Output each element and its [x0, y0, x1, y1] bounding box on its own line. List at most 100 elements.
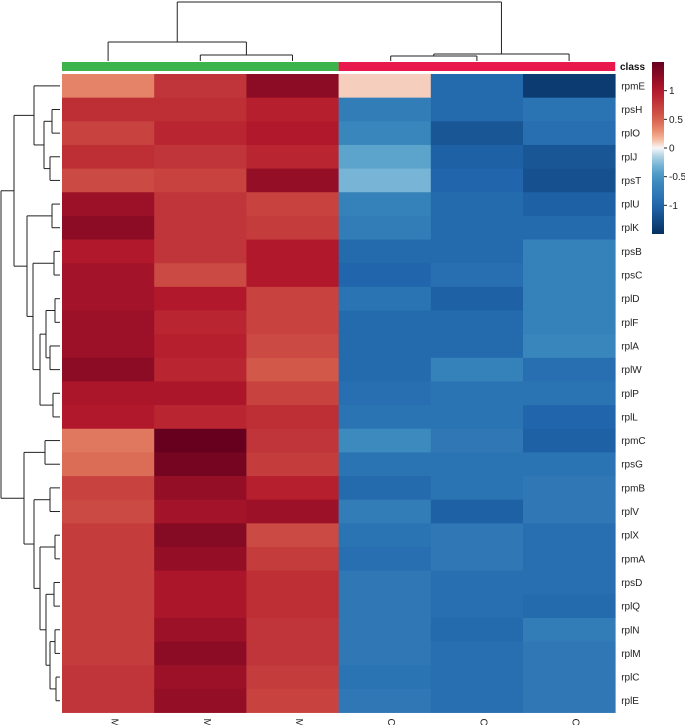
heatmap-cell [338, 215, 432, 240]
heatmap-cell [62, 144, 155, 169]
heatmap-cell [430, 381, 524, 406]
heatmap-cell [430, 499, 524, 524]
heatmap-cell [338, 665, 432, 690]
heatmap-cell [523, 121, 616, 146]
heatmap-cell [338, 263, 432, 288]
row-labels: rpmE rpsH rplO rplJ rpsT rplU rplK rpsB rpsC rplD… [621, 81, 645, 707]
heatmap-cell [430, 144, 524, 169]
heatmap-cell [338, 688, 432, 713]
heatmap-cell [338, 97, 432, 122]
heatmap-cell [430, 357, 524, 382]
heatmap-cell [62, 239, 155, 264]
row-label: rplC [621, 673, 639, 684]
row-label: rplV [621, 507, 639, 518]
heatmap-cell [154, 499, 247, 524]
heatmap-cell [430, 239, 524, 264]
colorbar-tick-label: 0.5 [669, 115, 683, 126]
row-dendrogram [0, 85, 60, 702]
row-label: rplX [621, 531, 639, 542]
heatmap-cell [246, 144, 339, 169]
row-label: rpsH [621, 105, 642, 116]
column-label: M129_1 [109, 719, 120, 725]
heatmap-cell [430, 286, 524, 311]
heatmap-cell [62, 617, 155, 642]
heatmap-cell [338, 239, 432, 264]
heatmap-cell [523, 215, 616, 240]
row-label: rpsG [621, 460, 643, 471]
heatmap-cell [154, 168, 247, 193]
heatmap-cell [62, 688, 155, 713]
heatmap-cell [523, 192, 616, 217]
heatmap-cell [523, 523, 616, 548]
colorbar-gradient [652, 62, 664, 234]
column-label: M129_3 [293, 719, 304, 725]
heatmap-cell [154, 310, 247, 335]
heatmap-cell [62, 286, 155, 311]
heatmap-cell [154, 688, 247, 713]
row-label: rplW [621, 365, 642, 376]
row-label: rpmE [621, 81, 645, 92]
heatmap-cell [430, 523, 524, 548]
heatmap-cell [246, 74, 339, 99]
heatmap-cell [246, 310, 339, 335]
class-annotation-bar [62, 62, 616, 71]
heatmap-cell [430, 405, 524, 430]
heatmap-cell [338, 641, 432, 666]
heatmap-cell [246, 97, 339, 122]
heatmap-cell [62, 523, 155, 548]
heatmap-cell [523, 381, 616, 406]
heatmap-cell [430, 168, 524, 193]
heatmap-cell [154, 665, 247, 690]
heatmap-cell [523, 428, 616, 453]
heatmap-cell [154, 215, 247, 240]
heatmap-cell [62, 357, 155, 382]
class-group-bar [62, 62, 339, 71]
heatmap-cell [154, 641, 247, 666]
heatmap-cell [154, 239, 247, 264]
heatmap-cell [154, 594, 247, 619]
heatmap-cell [246, 192, 339, 217]
heatmap-cell [430, 547, 524, 572]
heatmap-cell [523, 310, 616, 335]
heatmap-cell [523, 144, 616, 169]
heatmap-cell [62, 192, 155, 217]
heatmap-cell [62, 452, 155, 477]
colorbar: 1 0.5 0 -0.5 -1 [652, 62, 685, 234]
heatmap-cell [338, 594, 432, 619]
heatmap-cell [430, 97, 524, 122]
heatmap-cell [154, 523, 247, 548]
heatmap-cell [523, 617, 616, 642]
heatmap-cell [430, 428, 524, 453]
heatmap-cell [154, 121, 247, 146]
heatmap-cell [430, 476, 524, 501]
heatmap-cell [523, 405, 616, 430]
colorbar-tick-label: -1 [669, 201, 678, 212]
heatmap-cell [246, 547, 339, 572]
heatmap-cell [430, 665, 524, 690]
heatmap-cell [523, 452, 616, 477]
row-label: rplU [621, 200, 639, 211]
heatmap-cell [154, 452, 247, 477]
heatmap-cell [338, 405, 432, 430]
heatmap-cell [62, 570, 155, 595]
heatmap-cell [523, 641, 616, 666]
column-dendrogram [107, 1, 570, 61]
heatmap-cell [338, 286, 432, 311]
column-label: C267_2 [570, 719, 581, 725]
heatmap-cell [246, 665, 339, 690]
row-label: rplL [621, 412, 638, 423]
heatmap-cell [62, 334, 155, 359]
heatmap-cell [523, 547, 616, 572]
row-label: rpsB [621, 247, 642, 258]
heatmap-cell [154, 357, 247, 382]
heatmap-cell [62, 74, 155, 99]
heatmap-cell [154, 286, 247, 311]
heatmap-cell [430, 688, 524, 713]
heatmap-cell [62, 665, 155, 690]
heatmap-cell [338, 499, 432, 524]
column-labels: M129_1 M129_2 M129_3 C267_3 C267_1 C267_2 [109, 719, 581, 725]
heatmap-cell [62, 263, 155, 288]
row-label: rplP [621, 389, 639, 400]
heatmap-cell [62, 405, 155, 430]
class-annotation-label: class [620, 62, 645, 73]
